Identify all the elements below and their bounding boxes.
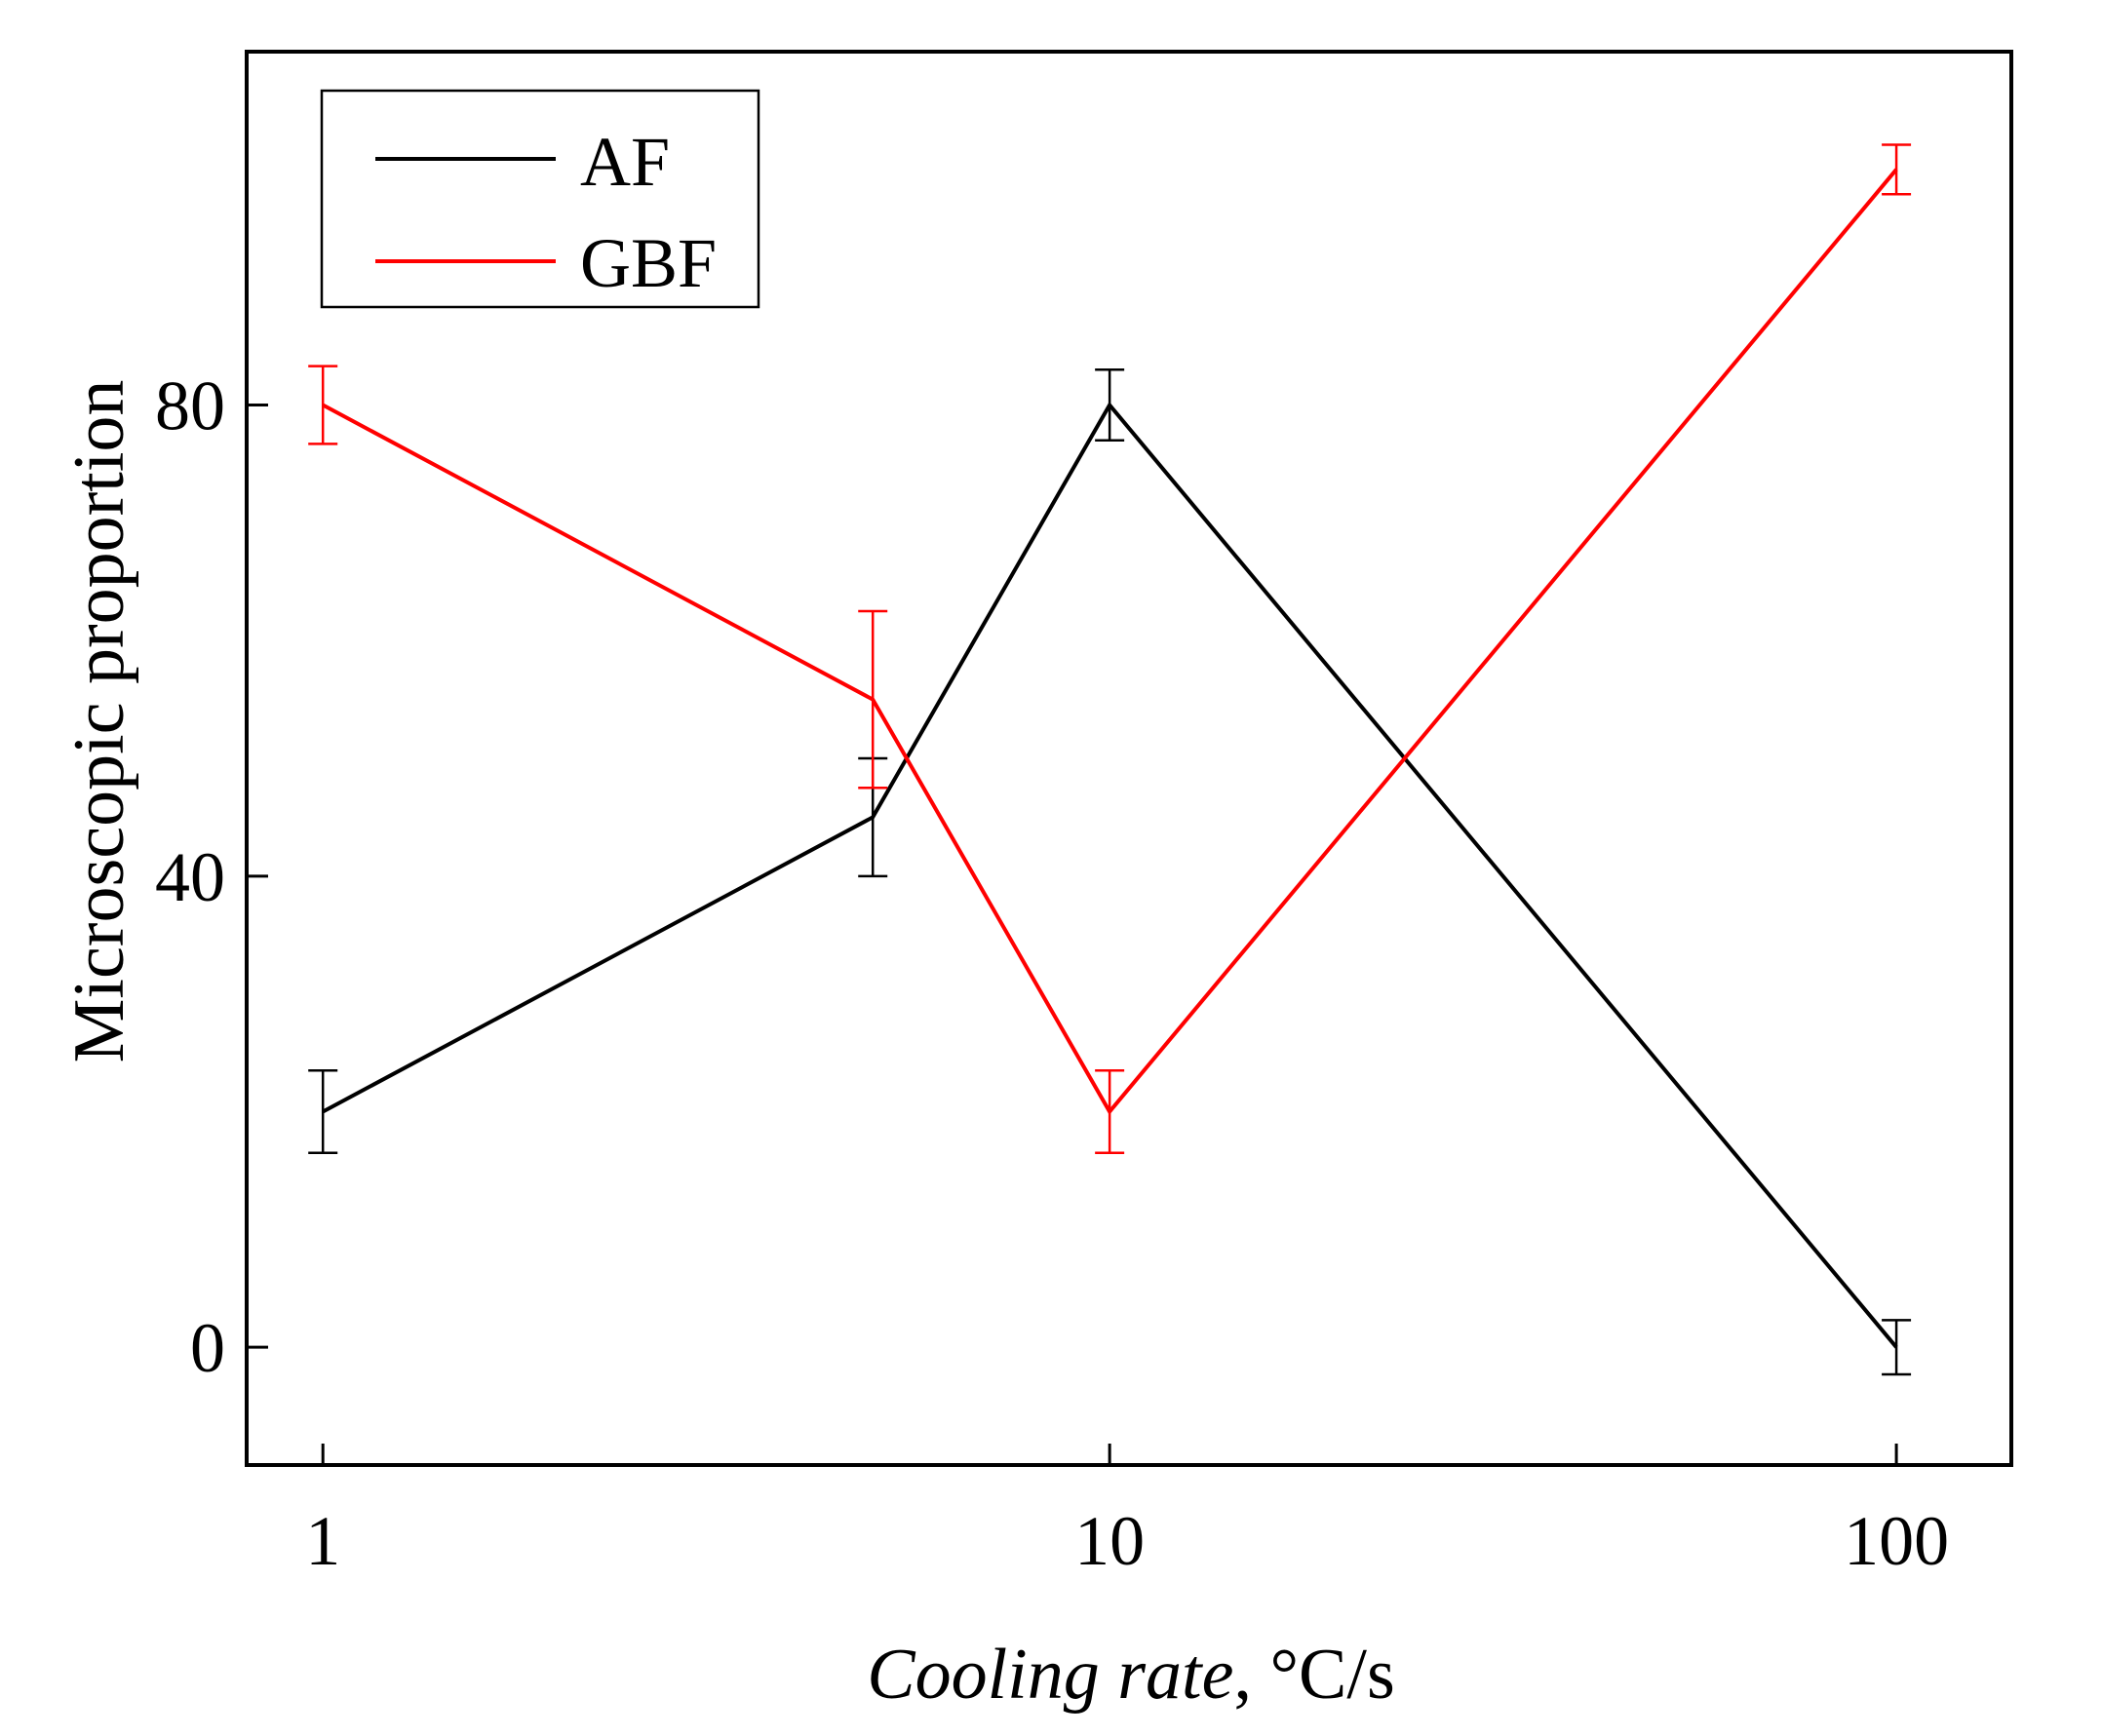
x-axis-title: Cooling rate, °C/s [867, 1635, 1395, 1715]
x-tick-label: 100 [1844, 1502, 1949, 1580]
y-axis-title: Microscopic proportion [59, 380, 139, 1063]
series-af [308, 368, 1912, 1376]
error-bar-gbf [1882, 143, 1912, 196]
x-tick-label: 10 [1074, 1502, 1145, 1580]
error-bar-gbf [308, 365, 338, 445]
error-bar-gbf [1095, 1068, 1125, 1155]
legend-label-af: AF [580, 123, 670, 201]
legend-box [320, 89, 760, 309]
ticks: 1 10 100 0 40 80 [155, 367, 1949, 1581]
x-axis-title-unit: , °C/s [1233, 1635, 1394, 1715]
legend-label-gbf: GBF [580, 224, 717, 302]
x-tick-label: 1 [305, 1502, 340, 1580]
y-tick-label: 40 [155, 838, 225, 916]
y-tick-label: 80 [155, 367, 225, 445]
series-line-gbf [322, 168, 1898, 1115]
series-line-af [322, 402, 1898, 1349]
error-bar-af [1882, 1319, 1912, 1376]
legend: AF GBF [320, 89, 760, 309]
series-layer [308, 143, 1912, 1376]
error-bar-gbf [858, 609, 888, 790]
error-bar-af [308, 1068, 338, 1155]
x-axis-title-italic: Cooling rate [867, 1635, 1233, 1715]
plot-frame [245, 50, 2013, 1467]
y-tick-label: 0 [190, 1309, 225, 1387]
error-bar-af [1095, 368, 1125, 442]
series-gbf [308, 143, 1912, 1155]
